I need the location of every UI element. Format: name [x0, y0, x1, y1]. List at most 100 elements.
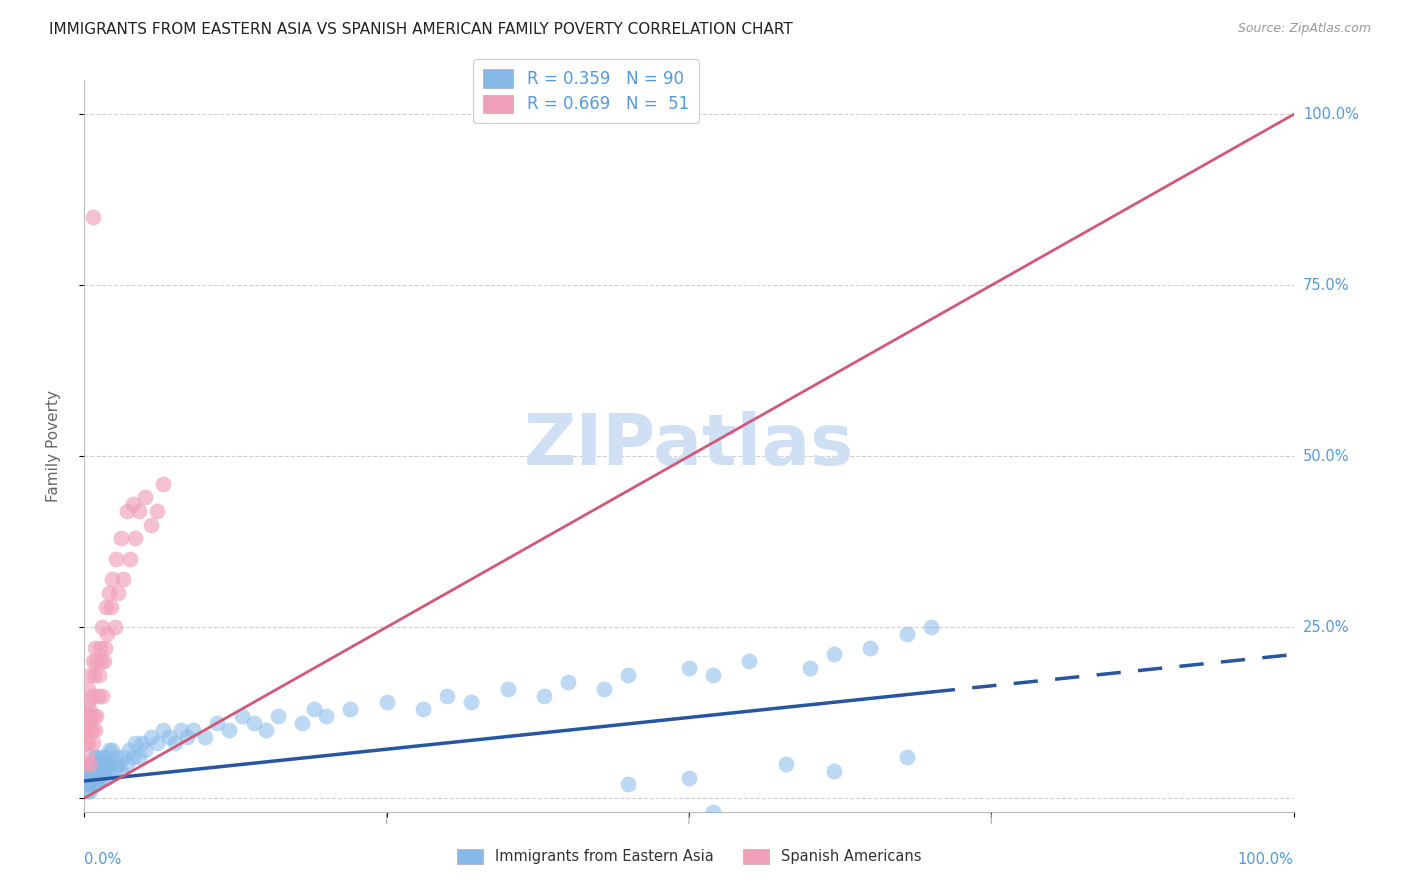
- Point: [82, 736, 104, 750]
- Point: [131, 736, 153, 750]
- Point: [678, 661, 700, 675]
- Point: [79, 771, 101, 785]
- Point: [83, 709, 105, 723]
- Point: [593, 681, 616, 696]
- Point: [339, 702, 361, 716]
- Point: [101, 572, 124, 586]
- Point: [231, 709, 253, 723]
- Point: [84, 750, 107, 764]
- Point: [91, 756, 114, 771]
- Point: [76, 723, 98, 737]
- Point: [77, 695, 100, 709]
- Point: [79, 709, 101, 723]
- Point: [82, 210, 104, 224]
- Point: [82, 756, 104, 771]
- Point: [83, 777, 105, 791]
- Point: [157, 730, 180, 744]
- Point: [91, 771, 114, 785]
- Point: [412, 702, 434, 716]
- Point: [302, 702, 325, 716]
- Text: 25.0%: 25.0%: [1303, 620, 1350, 634]
- Point: [79, 756, 101, 771]
- Point: [84, 640, 107, 655]
- Point: [152, 723, 174, 737]
- Point: [181, 723, 204, 737]
- Point: [291, 715, 314, 730]
- Text: IMMIGRANTS FROM EASTERN ASIA VS SPANISH AMERICAN FAMILY POVERTY CORRELATION CHAR: IMMIGRANTS FROM EASTERN ASIA VS SPANISH …: [49, 22, 793, 37]
- Point: [76, 709, 98, 723]
- Point: [218, 723, 240, 737]
- Point: [79, 784, 101, 798]
- Point: [738, 654, 761, 668]
- Point: [90, 750, 112, 764]
- Point: [87, 756, 110, 771]
- Point: [77, 702, 100, 716]
- Point: [104, 551, 127, 566]
- Point: [86, 654, 108, 668]
- Point: [112, 572, 135, 586]
- Point: [436, 689, 458, 703]
- Point: [121, 497, 143, 511]
- Point: [152, 476, 174, 491]
- Point: [87, 771, 110, 785]
- Text: Source: ZipAtlas.com: Source: ZipAtlas.com: [1237, 22, 1371, 36]
- Point: [84, 723, 107, 737]
- Point: [94, 771, 117, 785]
- Point: [86, 750, 108, 764]
- Point: [77, 764, 100, 778]
- Point: [107, 586, 129, 600]
- Point: [254, 723, 277, 737]
- Point: [112, 750, 135, 764]
- Point: [76, 777, 98, 791]
- Point: [80, 764, 103, 778]
- Point: [859, 640, 882, 655]
- Point: [146, 504, 169, 518]
- Point: [86, 709, 108, 723]
- Point: [87, 668, 110, 682]
- Point: [267, 709, 290, 723]
- Point: [86, 689, 108, 703]
- Point: [702, 805, 724, 819]
- Point: [77, 771, 100, 785]
- Point: [617, 777, 640, 791]
- Point: [124, 736, 146, 750]
- Point: [94, 640, 117, 655]
- Point: [896, 627, 918, 641]
- Point: [84, 771, 107, 785]
- Point: [79, 668, 101, 682]
- Point: [100, 599, 122, 614]
- Point: [207, 715, 229, 730]
- Point: [823, 764, 845, 778]
- Point: [77, 723, 100, 737]
- Point: [242, 715, 264, 730]
- Point: [124, 531, 146, 545]
- Point: [775, 756, 797, 771]
- Point: [146, 736, 169, 750]
- Point: [120, 551, 142, 566]
- Point: [121, 750, 143, 764]
- Point: [115, 504, 138, 518]
- Point: [79, 756, 101, 771]
- Point: [460, 695, 482, 709]
- Point: [104, 620, 127, 634]
- Legend: Immigrants from Eastern Asia, Spanish Americans: Immigrants from Eastern Asia, Spanish Am…: [451, 843, 927, 871]
- Point: [165, 736, 187, 750]
- Point: [77, 736, 100, 750]
- Point: [139, 730, 162, 744]
- Point: [94, 750, 117, 764]
- Y-axis label: Family Poverty: Family Poverty: [46, 390, 60, 502]
- Point: [80, 723, 103, 737]
- Point: [77, 784, 100, 798]
- Point: [97, 764, 120, 778]
- Point: [86, 777, 108, 791]
- Point: [194, 730, 217, 744]
- Point: [75, 756, 97, 771]
- Point: [678, 771, 700, 785]
- Point: [97, 743, 120, 757]
- Point: [557, 674, 579, 689]
- Point: [115, 756, 138, 771]
- Point: [91, 620, 114, 634]
- Point: [76, 764, 98, 778]
- Point: [101, 743, 124, 757]
- Point: [77, 777, 100, 791]
